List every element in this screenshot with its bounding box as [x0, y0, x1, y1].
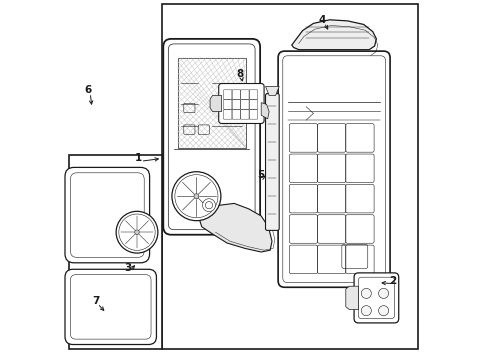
- Text: 8: 8: [236, 69, 243, 79]
- Text: 2: 2: [389, 276, 396, 286]
- Circle shape: [172, 172, 221, 221]
- Circle shape: [379, 306, 389, 316]
- FancyBboxPatch shape: [65, 167, 149, 263]
- Circle shape: [379, 288, 389, 298]
- Circle shape: [116, 211, 158, 253]
- FancyBboxPatch shape: [278, 51, 390, 287]
- FancyBboxPatch shape: [163, 39, 260, 235]
- FancyBboxPatch shape: [354, 273, 399, 323]
- Circle shape: [135, 230, 139, 234]
- Bar: [69, 155, 162, 349]
- FancyBboxPatch shape: [219, 84, 264, 123]
- Text: 6: 6: [85, 85, 92, 95]
- Circle shape: [194, 194, 199, 199]
- Polygon shape: [346, 286, 358, 310]
- Circle shape: [361, 288, 371, 298]
- Polygon shape: [292, 20, 376, 50]
- Text: 4: 4: [318, 15, 326, 25]
- Text: 7: 7: [92, 296, 99, 306]
- Text: 5: 5: [258, 170, 265, 180]
- Polygon shape: [261, 103, 269, 119]
- Bar: [162, 4, 418, 349]
- Text: 1: 1: [135, 153, 143, 163]
- Circle shape: [202, 199, 216, 212]
- Polygon shape: [210, 95, 221, 112]
- Polygon shape: [200, 203, 272, 252]
- Bar: [178, 58, 245, 148]
- Text: 3: 3: [124, 263, 132, 273]
- Circle shape: [361, 306, 371, 316]
- Polygon shape: [266, 86, 279, 95]
- FancyBboxPatch shape: [266, 94, 279, 230]
- FancyBboxPatch shape: [65, 269, 156, 345]
